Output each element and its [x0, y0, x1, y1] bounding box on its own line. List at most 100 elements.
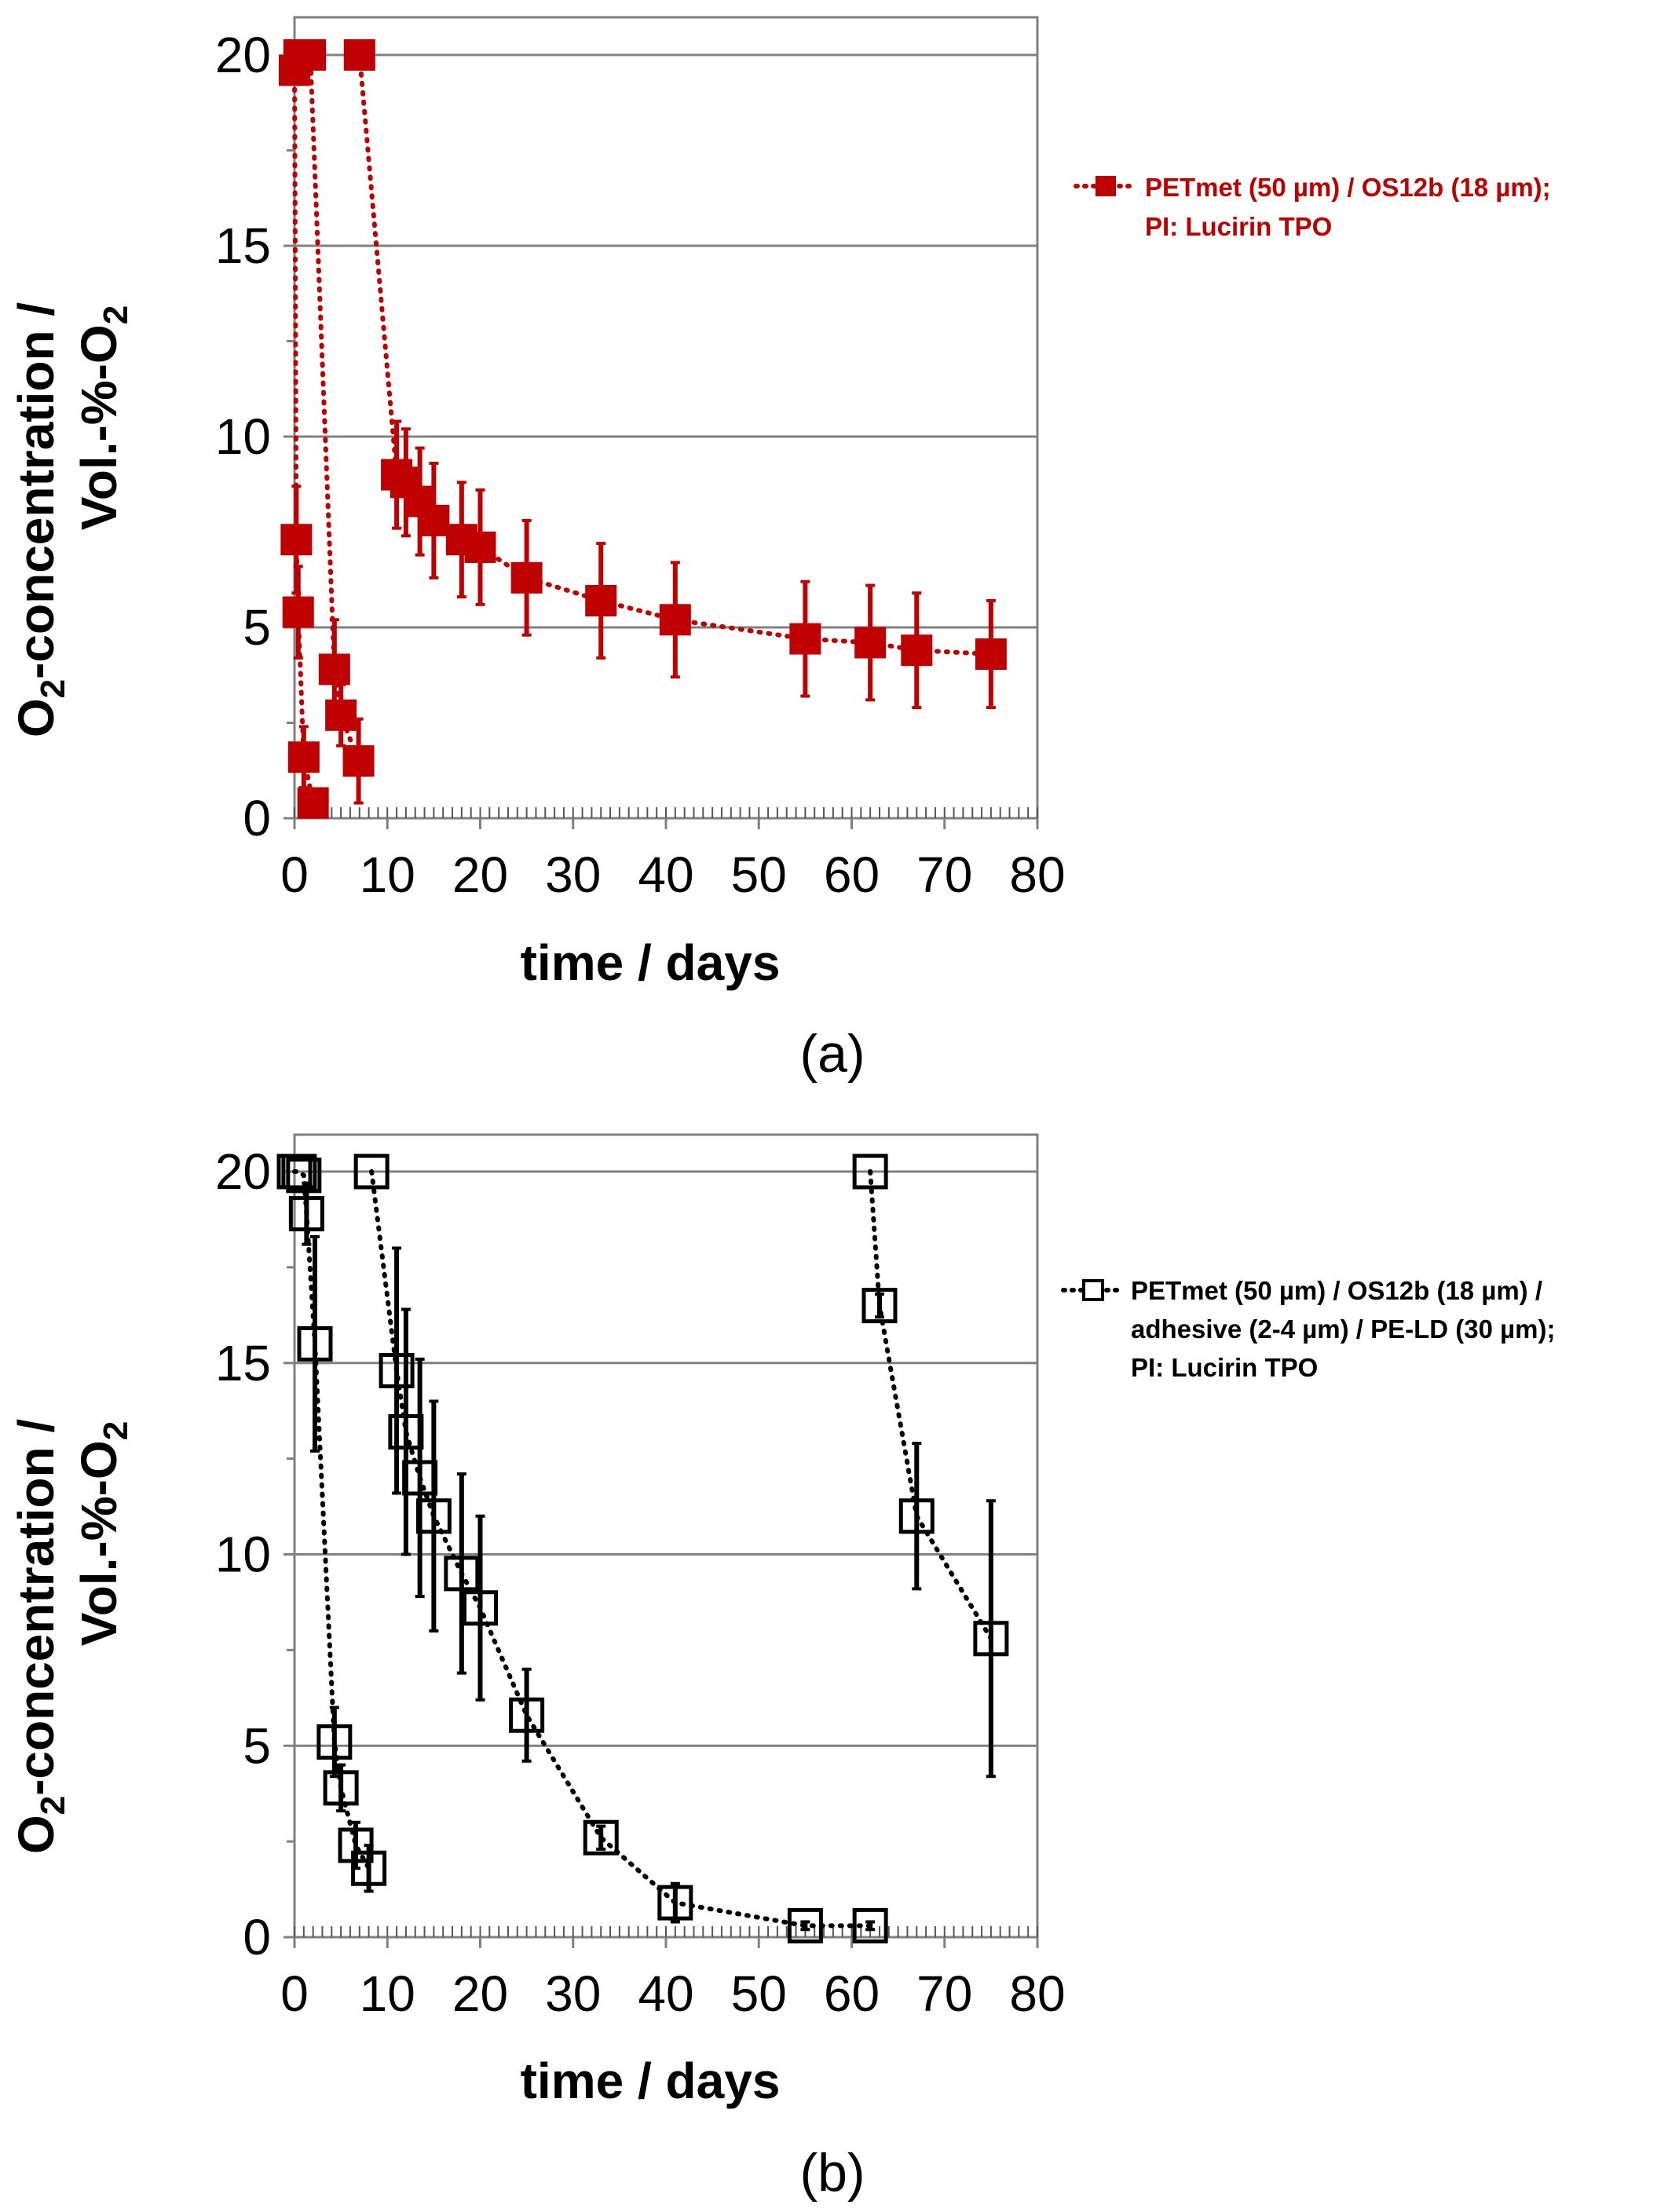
- x-tick-label: 30: [545, 1965, 601, 2022]
- data-point: [787, 1907, 823, 1943]
- data-point: [318, 653, 350, 686]
- minor-ticks-b: [294, 1926, 1038, 1937]
- y-axis-title-a-o: O: [8, 698, 64, 737]
- data-point: [294, 39, 327, 71]
- data-point: [351, 1850, 387, 1886]
- y-ticks-a: 0 5 10 15 20: [215, 27, 294, 846]
- x-tick-label: 30: [545, 846, 601, 903]
- x-tick-label: 60: [824, 846, 880, 903]
- data-point: [975, 638, 1007, 671]
- x-tick-label: 10: [360, 846, 415, 903]
- y-axis-title-b-line2-sub: 2: [97, 1421, 135, 1440]
- data-point: [415, 1498, 452, 1534]
- y-axis-title-a: O2-concentration /: [8, 302, 72, 738]
- data-point: [861, 1288, 898, 1324]
- y-axis-title-b-line2-main: Vol.-%-O: [71, 1440, 127, 1646]
- data-point: [280, 524, 313, 556]
- x-tick-label: 20: [452, 1965, 508, 2022]
- y-tick-label: 20: [215, 1143, 271, 1200]
- markers-b: [276, 1154, 1009, 1943]
- data-point: [510, 561, 543, 594]
- x-axis-title-b: time / days: [521, 2053, 781, 2109]
- panel-label-a: (a): [799, 1024, 865, 1084]
- error-bars-b: [302, 1181, 996, 1932]
- data-point: [852, 1154, 888, 1190]
- data-point: [852, 1907, 888, 1943]
- x-ticks-b: 0 10 20 30 40 50 60 70 80: [280, 1937, 1066, 2022]
- y-axis-title-b-o: O: [8, 1815, 64, 1854]
- legend-b-label-line1: PETmet (50 µm) / OS12b (18 µm) /: [1131, 1276, 1542, 1305]
- y-ticks-b: 0 5 10 15 20: [215, 1143, 294, 1965]
- data-point: [901, 634, 933, 667]
- data-point: [402, 1460, 438, 1496]
- data-point: [282, 596, 314, 628]
- y-axis-title-a-sub: 2: [34, 679, 72, 698]
- x-tick-label: 80: [1009, 846, 1065, 903]
- x-tick-label: 40: [638, 846, 693, 903]
- data-point: [509, 1697, 545, 1733]
- plot-area-a: [293, 16, 1039, 820]
- y-tick-label: 20: [215, 27, 271, 83]
- series-line: [868, 1169, 993, 1641]
- data-point: [287, 741, 320, 773]
- data-point: [297, 787, 329, 819]
- legend-a-label-line1: PETmet (50 µm) / OS12b (18 µm);: [1145, 173, 1551, 202]
- y-axis-title-a-line2-main: Vol.-%-O: [71, 324, 127, 530]
- data-point: [323, 1770, 359, 1806]
- data-point: [789, 623, 821, 655]
- y-axis-title-a-line2-sub: 2: [97, 305, 135, 324]
- x-tick-label: 70: [916, 846, 972, 903]
- legend-b-marker: [1082, 1279, 1104, 1301]
- data-point: [585, 584, 617, 616]
- data-point: [973, 1621, 1009, 1657]
- x-tick-label: 50: [731, 1965, 787, 2022]
- x-tick-label: 0: [280, 1965, 309, 2022]
- data-point: [657, 1885, 693, 1921]
- legend-b-label-line2: adhesive (2-4 µm) / PE-LD (30 µm);: [1131, 1314, 1556, 1344]
- data-point: [854, 627, 887, 659]
- y-tick-label: 0: [243, 790, 271, 846]
- x-ticks-a: 0 10 20 30 40 50 60 70 80: [280, 818, 1066, 903]
- y-axis-title-b: O2-concentration /: [8, 1419, 72, 1855]
- x-tick-label: 50: [731, 846, 787, 903]
- data-point: [297, 1325, 333, 1362]
- y-tick-label: 5: [243, 1717, 271, 1774]
- y-tick-label: 10: [215, 408, 271, 465]
- data-point: [464, 531, 496, 563]
- y-axis-title-a-line2: Vol.-%-O2: [71, 305, 135, 530]
- y-axis-title-b-line2: Vol.-%-O2: [71, 1421, 135, 1646]
- series-line: [292, 68, 316, 806]
- data-point: [288, 1196, 324, 1232]
- x-tick-label: 70: [916, 1965, 972, 2022]
- data-point: [463, 1590, 498, 1626]
- grid-lines-a: [294, 53, 1037, 820]
- data-point: [898, 1498, 935, 1534]
- data-point: [444, 1556, 480, 1592]
- panel-label-b: (b): [799, 2143, 865, 2203]
- x-tick-label: 20: [452, 846, 508, 903]
- y-axis-title-b-rest: -concentration /: [8, 1419, 64, 1796]
- data-point: [353, 1154, 390, 1190]
- y-tick-label: 15: [215, 1335, 271, 1391]
- x-tick-label: 80: [1009, 1965, 1065, 2022]
- legend-a: PETmet (50 µm) / OS12b (18 µm); PI: Luci…: [1074, 173, 1551, 241]
- legend-b-label-line3: PI: Lucirin TPO: [1131, 1353, 1318, 1382]
- x-tick-label: 0: [280, 846, 309, 903]
- data-point: [659, 604, 691, 636]
- x-tick-label: 10: [360, 1965, 415, 2022]
- data-point: [338, 1827, 374, 1863]
- x-tick-label: 40: [638, 1965, 693, 2022]
- x-axis-title-a: time / days: [521, 934, 781, 991]
- data-point: [281, 1154, 317, 1190]
- y-tick-label: 10: [215, 1526, 271, 1583]
- y-tick-label: 5: [243, 599, 271, 656]
- data-point: [379, 1353, 415, 1388]
- x-tick-label: 60: [824, 1965, 880, 2022]
- legend-a-marker: [1096, 176, 1116, 196]
- data-point: [325, 699, 357, 731]
- legend-a-label-line2: PI: Lucirin TPO: [1145, 212, 1332, 241]
- data-point: [343, 39, 375, 71]
